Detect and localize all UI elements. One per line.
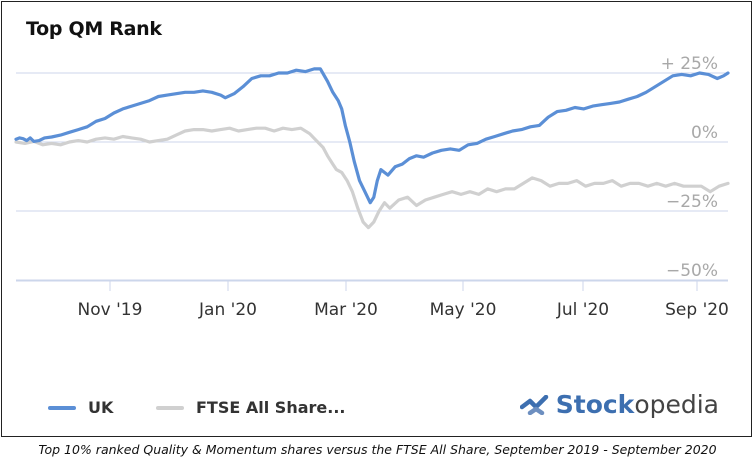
stockopedia-logo: Stockopedia bbox=[519, 390, 719, 419]
x-tick-label-0: Nov '19 bbox=[78, 300, 143, 320]
line-chart: + 25% 0% −25% −50% Nov '19 Jan '20 Mar '20 May… bbox=[14, 54, 730, 320]
brand-mark-icon bbox=[519, 394, 548, 415]
figure-caption: Top 10% ranked Quality & Momentum shares… bbox=[38, 442, 717, 457]
legend-label-uk: UK bbox=[88, 398, 114, 417]
x-tick-label-3: May '20 bbox=[430, 300, 497, 320]
legend-swatch-uk bbox=[48, 405, 76, 410]
x-tick-label-1: Jan '20 bbox=[198, 300, 257, 320]
x-tick-label-5: Sep '20 bbox=[665, 300, 729, 320]
brand-name: Stockopedia bbox=[555, 390, 719, 419]
y-tick-label-1: 0% bbox=[691, 123, 718, 143]
legend-item-uk[interactable]: UK bbox=[48, 398, 113, 417]
y-tick-label-0: + 25% bbox=[661, 54, 718, 74]
chart-title: Top QM Rank bbox=[26, 18, 162, 40]
series-lines bbox=[14, 67, 730, 230]
y-axis-labels: + 25% 0% −25% −50% bbox=[661, 54, 718, 281]
series-line-uk bbox=[14, 67, 730, 205]
x-tick-label-4: Jul '20 bbox=[556, 300, 609, 320]
gridlines bbox=[16, 72, 728, 281]
series-line-ftse bbox=[14, 126, 730, 230]
x-tick-label-2: Mar '20 bbox=[314, 300, 378, 320]
legend-item-ftse[interactable]: FTSE All Share... bbox=[156, 398, 345, 417]
legend-swatch-ftse bbox=[156, 405, 184, 410]
y-tick-label-3: −50% bbox=[666, 261, 718, 281]
x-axis: Nov '19 Jan '20 Mar '20 May '20 Jul '20 Sep '… bbox=[16, 280, 729, 320]
y-tick-label-2: −25% bbox=[666, 192, 718, 212]
legend-label-ftse: FTSE All Share... bbox=[196, 398, 346, 417]
